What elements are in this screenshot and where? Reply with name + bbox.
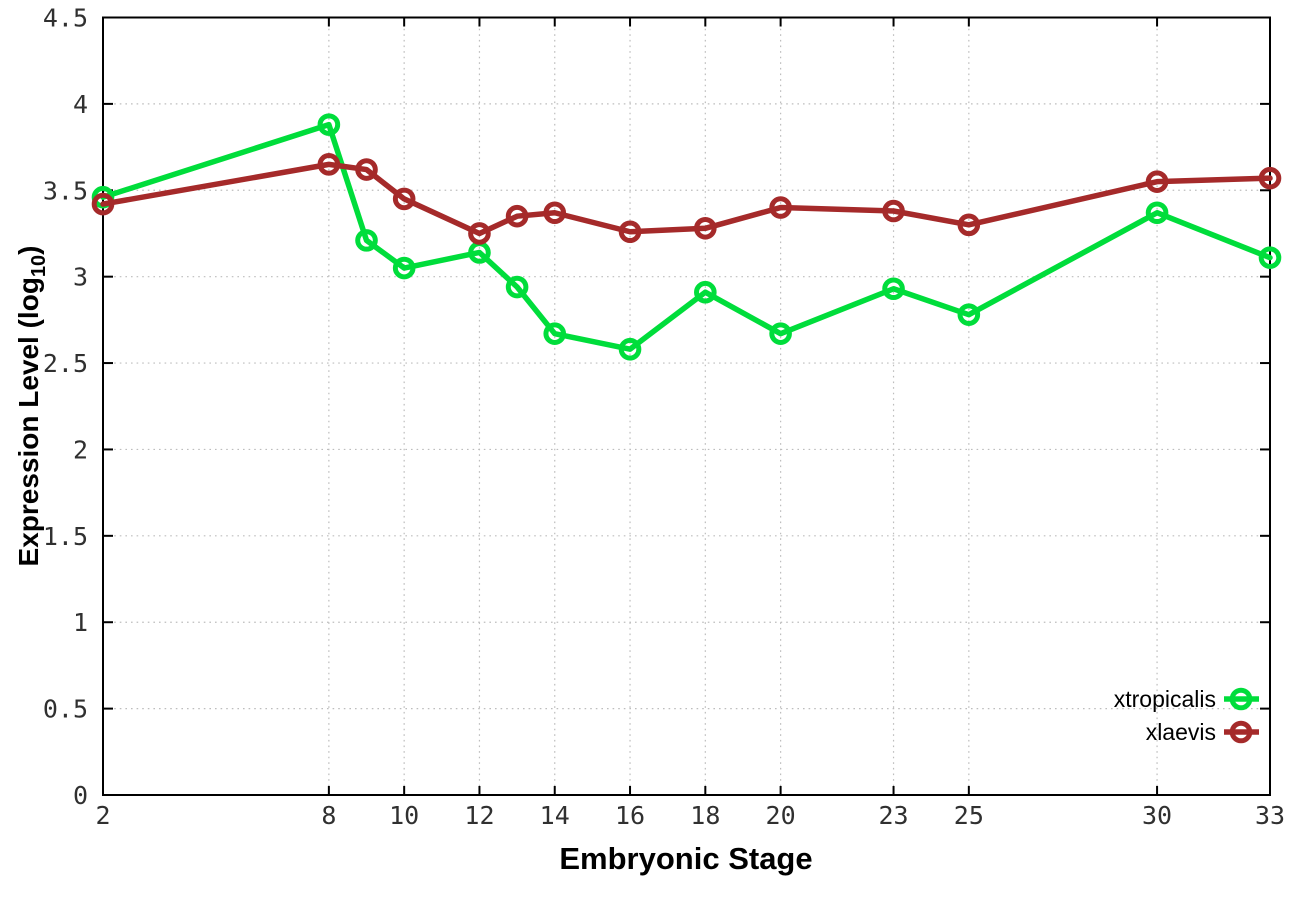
- data-point-marker: [91, 192, 115, 216]
- y-tick-label: 3: [73, 263, 88, 292]
- legend-entry-xlaevis: xlaevis: [1146, 719, 1259, 745]
- data-point-marker: [317, 113, 341, 136]
- data-point-marker: [957, 303, 981, 326]
- data-point-marker: [618, 220, 642, 244]
- legend-entry-xtropicalis: xtropicalis: [1114, 686, 1259, 712]
- data-point-marker: [882, 199, 905, 223]
- data-point-marker: [1145, 170, 1169, 193]
- legend-label: xlaevis: [1146, 719, 1216, 745]
- data-point-marker: [355, 229, 378, 252]
- data-point-marker: [694, 280, 717, 304]
- data-point-marker: [505, 204, 529, 228]
- x-tick-label: 30: [1142, 801, 1172, 830]
- series-xtropicalis: [91, 113, 1282, 361]
- x-tick-label: 8: [321, 801, 336, 830]
- data-point-marker: [505, 275, 529, 299]
- data-point-marker: [1145, 201, 1169, 225]
- data-series: [91, 113, 1282, 361]
- data-point-marker: [543, 322, 567, 345]
- data-point-marker: [769, 322, 792, 345]
- data-point-marker: [618, 337, 642, 361]
- y-tick-label: 4.5: [43, 4, 88, 33]
- x-tick-label: 12: [464, 801, 494, 830]
- x-tick-label: 33: [1255, 801, 1285, 830]
- series-line-xlaevis: [100, 161, 1273, 237]
- y-tick-labels: 0 0.5 1 1.5 2 2.5 3 3.5 4 4.5: [43, 4, 88, 811]
- x-tick-label: 25: [954, 801, 984, 830]
- x-tick-label: 23: [878, 801, 908, 830]
- series-line-xtropicalis: [100, 121, 1273, 352]
- data-point-marker: [882, 277, 905, 301]
- y-tick-label: 1.5: [43, 522, 88, 551]
- y-axis-title: Expression Level (log10): [13, 246, 50, 567]
- x-tick-label: 2: [95, 801, 110, 830]
- y-tick-label: 4: [73, 90, 88, 119]
- data-point-marker: [468, 222, 491, 245]
- data-point-marker: [355, 158, 378, 181]
- y-tick-label: 0.5: [43, 695, 88, 724]
- data-point-marker: [1258, 246, 1282, 269]
- x-tick-label: 10: [389, 801, 419, 830]
- data-point-marker: [694, 216, 717, 240]
- data-point-marker: [392, 256, 416, 280]
- x-tick-label: 18: [690, 801, 720, 830]
- data-point-marker: [957, 213, 981, 237]
- y-tick-label: 2.5: [43, 349, 88, 378]
- legend-marker: [1229, 687, 1253, 711]
- data-point-marker: [543, 201, 567, 225]
- x-tick-labels: 2 8 10 12 14 16 18 20 23 25 30 33: [95, 801, 1285, 830]
- data-point-marker: [317, 153, 341, 176]
- axis-ticks: [102, 16, 1271, 796]
- gridlines: [103, 17, 1270, 795]
- data-point-marker: [392, 187, 416, 211]
- x-tick-label: 14: [540, 801, 570, 830]
- legend: xtropicalis xlaevis: [1114, 686, 1259, 745]
- data-point-marker: [769, 196, 792, 219]
- legend-marker: [1229, 720, 1253, 744]
- y-tick-label: 2: [73, 435, 88, 464]
- series-xlaevis: [91, 153, 1282, 245]
- y-tick-label: 3.5: [43, 176, 88, 205]
- data-point-marker: [1258, 166, 1282, 190]
- x-tick-label: 20: [766, 801, 796, 830]
- x-axis-title: Embryonic Stage: [559, 841, 812, 876]
- y-tick-label: 1: [73, 608, 88, 637]
- legend-label: xtropicalis: [1114, 686, 1216, 712]
- y-tick-label: 0: [73, 781, 88, 810]
- x-tick-label: 16: [615, 801, 645, 830]
- plot-border: [102, 16, 1271, 796]
